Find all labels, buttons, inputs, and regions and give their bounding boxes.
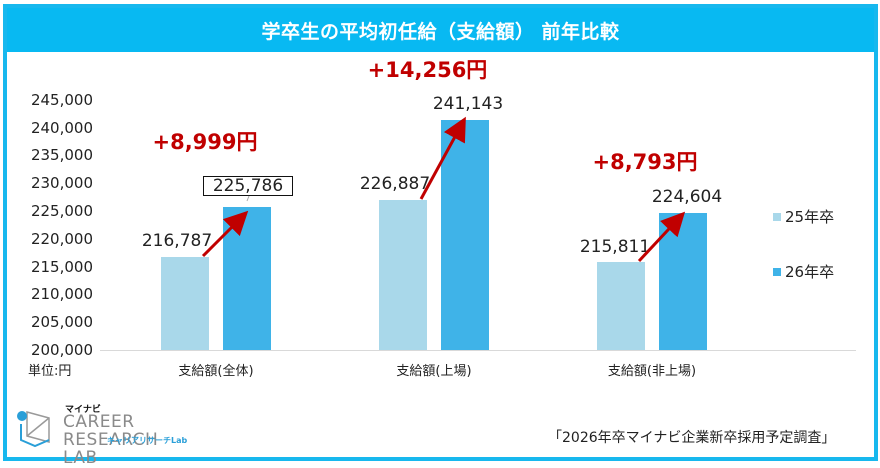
bar-26-listed <box>441 120 489 350</box>
chart-frame: 学卒生の平均初任給（支給額） 前年比較 <box>3 4 878 461</box>
y-tick: 220,000 <box>30 230 93 248</box>
logo-line2: LAB <box>63 448 98 468</box>
x-category: 支給額(上場) <box>396 364 472 379</box>
value-label-25-listed: 226,887 <box>359 174 431 194</box>
chart-title: 学卒生の平均初任給（支給額） 前年比較 <box>7 8 874 52</box>
logo-line1: CAREER RESEARCH <box>63 412 159 450</box>
y-tick: 240,000 <box>30 119 93 137</box>
value-label-26-overall: 225,786 <box>203 176 293 196</box>
legend-label: 25年卒 <box>785 208 835 226</box>
delta-unlisted: +8,793円 <box>592 150 698 174</box>
legend-swatch-icon <box>773 267 781 276</box>
legend-swatch-icon <box>773 212 781 221</box>
unit-label: 単位:円 <box>28 364 72 379</box>
delta-overall: +8,999円 <box>152 130 258 154</box>
value-label-26-listed: 241,143 <box>432 94 504 114</box>
legend-item-26: 26年卒 <box>773 261 834 282</box>
y-tick: 200,000 <box>30 341 93 359</box>
logo-sub-text: キャリアリサーチLab <box>107 436 188 445</box>
logo-maker-text: マイナビ <box>65 405 101 415</box>
legend-label: 26年卒 <box>785 263 835 281</box>
bar-25-unlisted <box>597 262 645 350</box>
cube-logo-icon <box>17 411 50 448</box>
x-category: 支給額(全体) <box>178 364 254 379</box>
delta-listed: +14,256円 <box>367 58 488 82</box>
x-axis-line <box>100 350 856 351</box>
value-label-26-unlisted: 224,604 <box>651 187 723 207</box>
career-research-lab-logo: マイナビ CAREER RESEARCH LAB キャリアリサーチLab <box>15 400 235 467</box>
bar-25-listed <box>379 200 427 350</box>
x-category: 支給額(非上場) <box>607 364 697 379</box>
source-citation: 「2026年卒マイナビ企業新卒採用予定調査」 <box>548 430 836 446</box>
y-tick: 210,000 <box>30 285 93 303</box>
value-label-25-unlisted: 215,811 <box>579 237 651 257</box>
y-tick: 225,000 <box>30 202 93 220</box>
y-tick: 235,000 <box>30 146 93 164</box>
value-label-25-overall: 216,787 <box>141 231 213 251</box>
y-tick: 215,000 <box>30 258 93 276</box>
logo-main-text: CAREER RESEARCH LAB <box>63 413 235 467</box>
legend-item-25: 25年卒 <box>773 206 834 227</box>
y-tick: 205,000 <box>30 313 93 331</box>
y-tick: 245,000 <box>30 91 93 109</box>
bar-25-overall <box>161 257 209 350</box>
y-tick: 230,000 <box>30 174 93 192</box>
